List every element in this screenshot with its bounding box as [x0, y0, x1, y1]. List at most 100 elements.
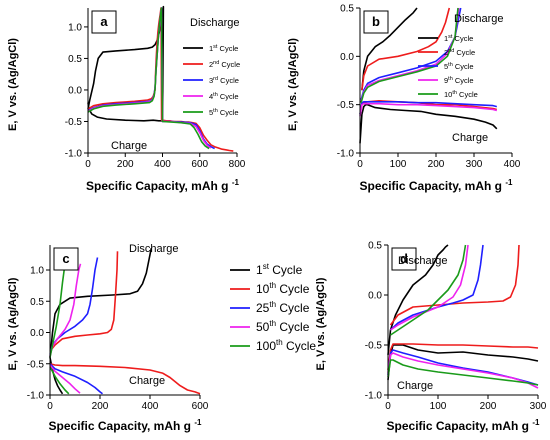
charge-annotation: Charge — [129, 375, 165, 387]
y-tick-label: 0.5 — [68, 54, 82, 65]
discharge-annotation: Discharge — [190, 17, 240, 29]
series-line-7 — [387, 352, 539, 389]
x-tick-label: 300 — [530, 401, 547, 412]
legend-label: 4th Cycle — [209, 92, 239, 101]
legend: 1st Cycle 2nd Cycle 5th Cycle 9th Cycle 10th… — [418, 34, 478, 99]
x-axis-label: Specific Capacity, mAh g -1 — [86, 178, 239, 193]
panel-label: b — [372, 14, 380, 29]
legend-label: 1st Cycle — [444, 34, 473, 43]
panel-b: 0 100 200 300 400 -1.0 -0.5 0.0 0.5 Specific Capa… — [287, 4, 521, 194]
series-line-6 — [390, 244, 469, 331]
series-line-9 — [49, 366, 70, 395]
series-line-7 — [49, 364, 81, 394]
y-tick-label: -1.0 — [27, 391, 45, 402]
discharge-annotation: Discharge — [129, 243, 179, 255]
y-tick-label: -1.0 — [337, 149, 355, 160]
legend-label: 2nd Cycle — [444, 48, 475, 57]
y-tick-label: 1.0 — [30, 266, 44, 277]
y-tick-label: -0.5 — [365, 341, 383, 352]
panel-label: c — [62, 251, 69, 266]
panel-a: 0 200 400 600 800 -1.0 -0.5 0.0 0.5 1.0 Specific C… — [7, 5, 246, 193]
x-tick-label: 300 — [466, 159, 483, 170]
series-line-6 — [49, 263, 82, 357]
x-tick-label: 0 — [385, 401, 391, 412]
series-line-3 — [49, 363, 201, 395]
series-line-7 — [359, 102, 498, 117]
y-axis-label: E, V vs. (Ag/AgCl) — [287, 38, 299, 131]
y-tick-label: 0.0 — [30, 328, 44, 339]
y-tick-label: 0.5 — [368, 241, 382, 252]
x-tick-label: 100 — [430, 401, 447, 412]
panel-label-box — [91, 10, 117, 34]
series-line-3 — [387, 343, 539, 371]
x-axis-label: Specific Capacity, mAh g -1 — [387, 418, 540, 433]
discharge-annotation: Discharge — [398, 255, 448, 267]
y-tick-label: 0.5 — [30, 297, 44, 308]
y-tick-label: 1.0 — [68, 22, 82, 33]
x-tick-label: 400 — [142, 401, 159, 412]
legend-label: 10th Cycle — [256, 281, 310, 296]
legend: 1st Cycle 10th Cycle 25th Cycle 50th Cycle 1… — [230, 262, 316, 353]
x-tick-label: 100 — [390, 159, 407, 170]
legend-label: 100th Cycle — [256, 338, 316, 353]
y-tick-label: 0.0 — [68, 85, 82, 96]
series-line-4 — [389, 244, 484, 331]
series-line-5 — [359, 101, 498, 115]
legend-label: 2nd Cycle — [209, 60, 240, 69]
series-line-4 — [87, 7, 210, 150]
panel-label-box — [363, 10, 389, 34]
series-line-2 — [361, 7, 451, 91]
series-line-8 — [360, 7, 459, 103]
x-axis-label: Specific Capacity, mAh g -1 — [49, 418, 202, 433]
y-tick-label: 0.0 — [368, 291, 382, 302]
legend-label: 3rd Cycle — [209, 76, 239, 85]
legend-label: 5th Cycle — [444, 62, 474, 71]
y-tick-label: -0.5 — [65, 117, 83, 128]
x-tick-label: 400 — [154, 159, 171, 170]
series-line-1 — [359, 103, 498, 144]
y-axis-label: E, V vs. (Ag/AgCl) — [7, 38, 19, 131]
x-tick-label: 600 — [191, 159, 208, 170]
y-tick-label: 0.0 — [340, 52, 354, 63]
x-tick-label: 600 — [192, 401, 209, 412]
y-tick-label: 0.5 — [340, 4, 354, 15]
y-tick-label: -0.5 — [27, 359, 45, 370]
y-tick-label: -0.5 — [337, 100, 355, 111]
series-line-2 — [389, 244, 520, 326]
series-line-8 — [390, 244, 467, 336]
panel-d: 0 100 200 300 -1.0 -0.5 0.0 0.5 Specific Capacit… — [315, 241, 547, 434]
series-line-2 — [49, 251, 119, 352]
panel-label-box — [391, 247, 417, 271]
series-line-9 — [387, 359, 539, 386]
series-line-0 — [49, 247, 153, 358]
legend-label: 25th Cycle — [256, 300, 310, 315]
legend-label: 1st Cycle — [256, 262, 303, 277]
series-line-1 — [387, 344, 539, 381]
y-axis-label: E, V vs. (Ag/AgCl) — [315, 277, 327, 370]
legend-label: 5th Cycle — [209, 108, 239, 117]
x-tick-label: 200 — [480, 401, 497, 412]
panel-label: a — [100, 14, 108, 29]
legend: 1st Cycle 2nd Cycle 3rd Cycle 4th Cycle 5th … — [183, 44, 240, 117]
charge-annotation: Charge — [111, 140, 147, 152]
x-tick-label: 200 — [428, 159, 445, 170]
y-tick-label: -1.0 — [365, 391, 383, 402]
legend-label: 50th Cycle — [256, 319, 310, 334]
panel-label: d — [400, 251, 408, 266]
panel-label-box — [53, 247, 79, 271]
y-axis-label: E, V vs. (Ag/AgCl) — [7, 277, 19, 370]
series-line-5 — [49, 363, 103, 395]
x-tick-label: 800 — [229, 159, 246, 170]
x-tick-label: 0 — [357, 159, 363, 170]
x-tick-label: 200 — [92, 401, 109, 412]
x-tick-label: 0 — [85, 159, 91, 170]
y-tick-label: -1.0 — [65, 149, 83, 160]
x-tick-label: 0 — [47, 401, 53, 412]
discharge-annotation: Discharge — [454, 13, 504, 25]
x-axis-label: Specific Capacity, mAh g -1 — [360, 178, 513, 193]
charge-annotation: Charge — [397, 380, 433, 392]
series-line-0 — [361, 7, 418, 91]
x-tick-label: 200 — [117, 159, 134, 170]
legend-label: 9th Cycle — [444, 76, 474, 85]
